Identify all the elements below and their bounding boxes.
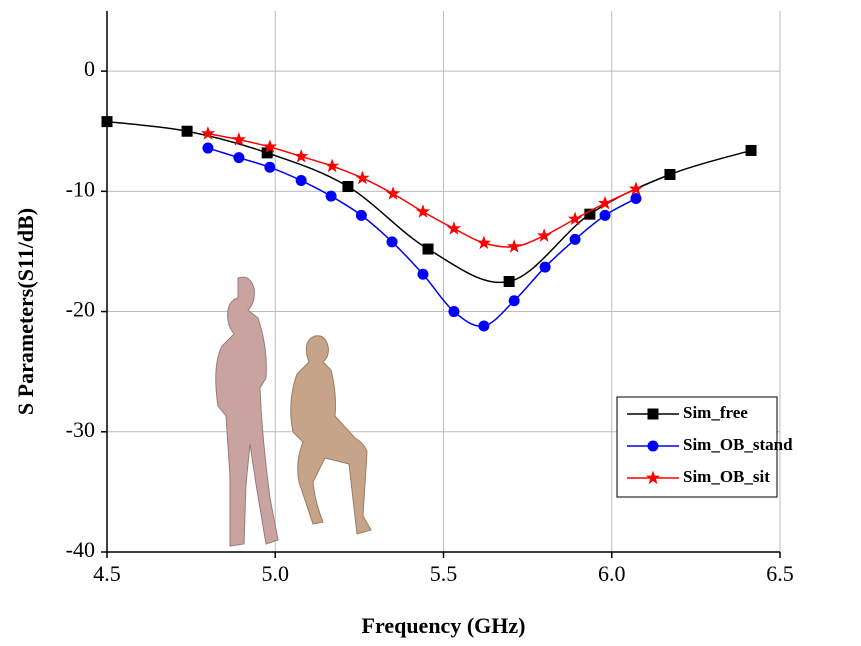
- marker: [101, 116, 113, 128]
- marker: [628, 181, 644, 195]
- marker: [386, 236, 398, 248]
- standing-model: [215, 276, 279, 547]
- marker: [233, 152, 245, 164]
- human-models: [215, 276, 372, 547]
- marker: [584, 208, 596, 220]
- marker: [569, 233, 581, 245]
- marker: [355, 209, 367, 221]
- legend: Sim_free Sim_OB_stand Sim_OB_sit: [616, 396, 793, 498]
- x-tick-label: 6.0: [598, 561, 626, 586]
- x-tick-label: 5.0: [262, 561, 290, 586]
- marker: [181, 125, 193, 137]
- marker: [261, 147, 273, 159]
- marker: [448, 306, 460, 318]
- marker: [645, 470, 661, 485]
- y-tick-label: -40: [66, 537, 95, 562]
- marker: [200, 126, 216, 140]
- marker: [630, 193, 642, 205]
- marker: [417, 268, 429, 280]
- marker: [647, 440, 659, 452]
- legend-label: Sim_OB_sit: [683, 467, 770, 486]
- y-tick-label: -20: [66, 297, 95, 322]
- marker: [231, 132, 246, 146]
- marker: [355, 170, 370, 185]
- marker: [325, 190, 337, 202]
- x-tick-label: 4.5: [93, 561, 121, 586]
- y-axis-title: S Parameters(S11/dB): [13, 208, 38, 415]
- x-tick-label: 6.5: [766, 561, 794, 586]
- y-tick-label: 0: [84, 56, 95, 81]
- marker: [539, 261, 551, 273]
- marker: [264, 161, 276, 173]
- y-tick-label: -30: [66, 417, 95, 442]
- legend-label: Sim_OB_stand: [683, 435, 793, 454]
- x-axis-title: Frequency (GHz): [362, 613, 526, 638]
- marker: [294, 149, 309, 163]
- marker: [325, 158, 340, 173]
- marker: [537, 228, 552, 242]
- y-tick-label: -10: [66, 176, 95, 201]
- marker: [342, 181, 354, 193]
- marker: [508, 295, 520, 307]
- marker: [567, 211, 583, 226]
- marker: [295, 175, 307, 187]
- marker: [476, 235, 491, 250]
- marker: [446, 221, 462, 235]
- marker: [503, 276, 515, 287]
- x-tick-label: 5.5: [430, 561, 458, 586]
- marker: [597, 195, 613, 210]
- marker: [664, 169, 676, 181]
- marker: [647, 408, 659, 420]
- marker: [599, 209, 611, 221]
- marker: [422, 243, 434, 255]
- marker: [745, 144, 757, 156]
- marker: [478, 320, 490, 332]
- marker: [262, 139, 277, 153]
- legend-label: Sim_free: [683, 403, 748, 422]
- marker: [202, 142, 214, 154]
- marker: [415, 204, 431, 218]
- marker: [507, 239, 522, 253]
- marker: [385, 186, 401, 200]
- sitting-model: [290, 335, 372, 535]
